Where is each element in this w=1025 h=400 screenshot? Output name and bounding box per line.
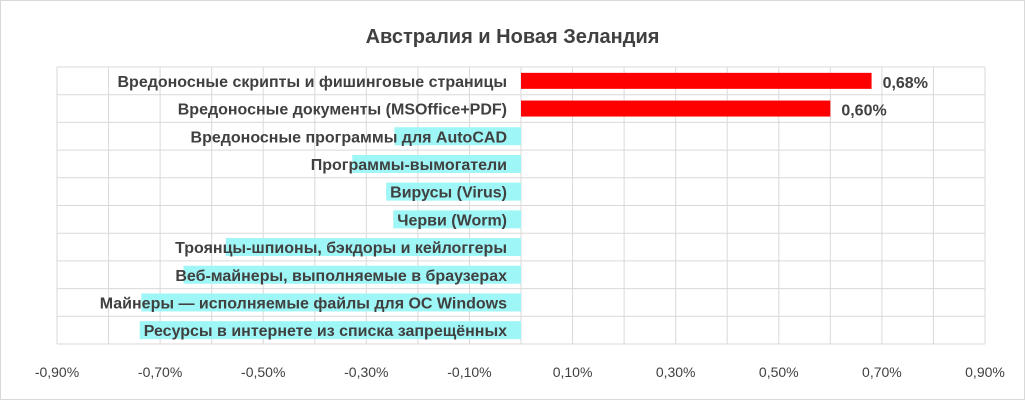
x-tick-label: 0,90% (965, 364, 1005, 380)
category-label: Вредоносные документы (MSOffice+PDF) (178, 102, 507, 119)
label-highlight (394, 127, 521, 146)
chart-title: Австралия и Новая Зеландия (365, 26, 660, 48)
x-tick-labels: -0,90% -0,70% -0,50% -0,30% -0,10% 0,10% 0,30%… (35, 364, 1005, 380)
category-label: Троянцы-шпионы, бэкдоры и кейлоггеры (175, 240, 507, 257)
x-tick-label: -0,30% (344, 364, 388, 380)
category-label: Ресурсы в интернете из списка запрещённы… (144, 323, 507, 340)
x-tick-label: -0,90% (35, 364, 79, 380)
label-highlight (141, 293, 521, 312)
bar (521, 72, 872, 89)
category-labels: Вредоносные скрипты и фишинговые страниц… (100, 74, 507, 340)
x-tick-label: 0,70% (862, 364, 902, 380)
label-highlight (393, 210, 521, 229)
data-label: 0,68% (883, 75, 928, 92)
category-label: Веб-майнеры, выполняемые в браузерах (175, 268, 507, 285)
category-label: Майнеры — исполняемые файлы для ОС Windo… (100, 295, 507, 312)
category-label: Черви (Worm) (397, 212, 507, 229)
label-highlight (386, 182, 521, 201)
x-tick-label: -0,50% (241, 364, 285, 380)
label-highlight (183, 265, 521, 284)
label-highlight (225, 238, 521, 257)
bars (521, 72, 872, 117)
bar (521, 100, 831, 117)
category-label: Программы-вымогатели (311, 157, 507, 174)
category-label: Вредоносные программы для AutoCAD (191, 129, 507, 146)
x-tick-label: -0,70% (138, 364, 182, 380)
data-label: 0,60% (841, 103, 886, 120)
x-tick-label: 0,50% (759, 364, 799, 380)
data-labels: 0,68% 0,60% (841, 75, 928, 120)
label-highlight (352, 154, 521, 173)
x-tick-label: -0,10% (447, 364, 491, 380)
x-tick-label: 0,30% (656, 364, 696, 380)
label-highlights (139, 127, 521, 340)
category-label: Вирусы (Virus) (390, 185, 507, 202)
category-label: Вредоносные скрипты и фишинговые страниц… (117, 74, 507, 91)
x-tick-label: 0,10% (553, 364, 593, 380)
label-highlight (139, 321, 521, 340)
